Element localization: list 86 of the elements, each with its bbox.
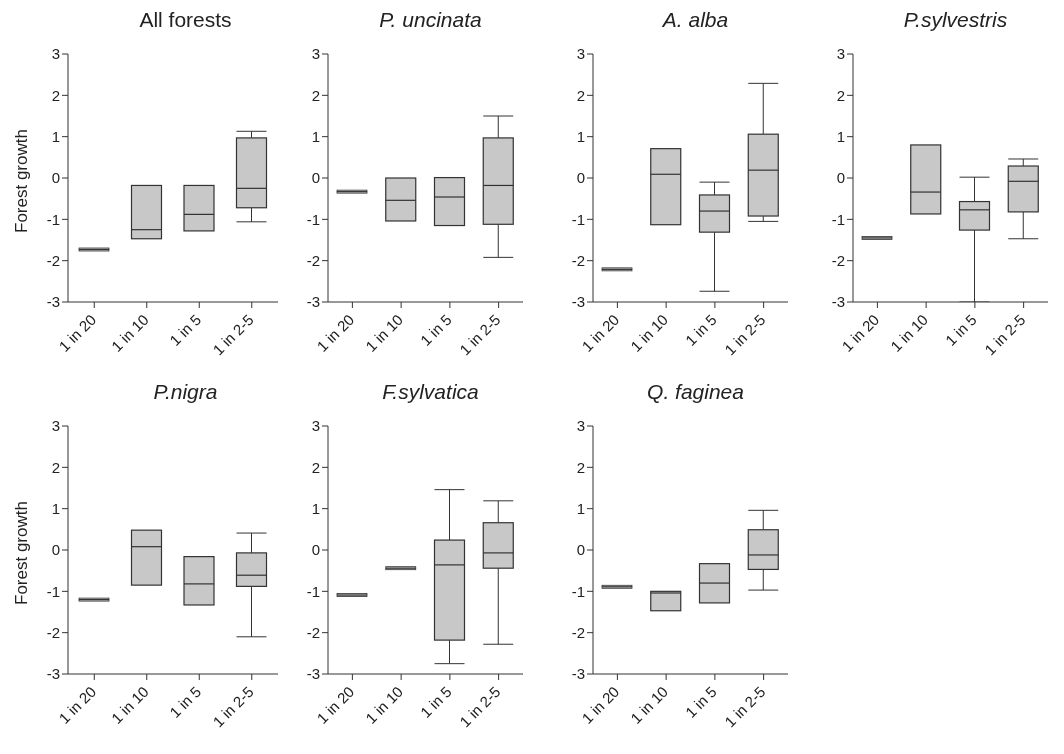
y-tick-label: 3 [311, 417, 320, 435]
y-tick-label: -1 [831, 210, 845, 228]
y-tick-label: 2 [311, 86, 320, 104]
chart-title: P. uncinata [378, 8, 483, 33]
y-tick-label: 1 [576, 127, 585, 145]
y-tick-label: -2 [831, 251, 845, 269]
x-tick-label: 1 in 20 [55, 310, 100, 355]
x-tick-label: 1 in 20 [313, 310, 358, 355]
x-tick-label: 1 in 20 [578, 682, 623, 727]
y-tick-label: -3 [46, 293, 60, 311]
x-tick-label: 1 in 20 [55, 682, 100, 727]
chart-title: A. alba [661, 8, 730, 33]
y-tick-label: 0 [51, 169, 60, 187]
y-tick-label: 1 [51, 499, 60, 517]
y-tick-label: -2 [306, 251, 320, 269]
y-tick-label: 3 [836, 45, 845, 63]
chart-title: P.nigra [152, 380, 219, 405]
y-tick-label: 3 [51, 45, 60, 63]
chart-title: P.sylvestris [902, 8, 1009, 33]
y-tick-label: 0 [836, 169, 845, 187]
y-tick-label: 2 [51, 86, 60, 104]
y-axis-title: Forest growth [12, 129, 32, 233]
y-tick-label: 1 [836, 127, 845, 145]
y-tick-label: -2 [306, 623, 320, 641]
y-tick-label: 3 [576, 417, 585, 435]
x-tick-label: 1 in 10 [627, 682, 672, 727]
y-tick-label: 2 [311, 458, 320, 476]
x-tick-label: 1 in 5 [681, 682, 720, 721]
y-axis-title: Forest growth [12, 501, 32, 605]
x-tick-label: 1 in 5 [416, 682, 455, 721]
y-tick-label: 1 [311, 127, 320, 145]
y-tick-label: -1 [571, 210, 585, 228]
x-tick-label: 1 in 10 [362, 682, 407, 727]
y-tick-label: -3 [571, 665, 585, 683]
x-tick-label: 1 in 10 [107, 310, 152, 355]
y-tick-label: -2 [571, 623, 585, 641]
y-tick-label: 1 [51, 127, 60, 145]
y-tick-label: -2 [571, 251, 585, 269]
y-tick-label: 0 [311, 169, 320, 187]
x-tick-label: 1 in 2-5 [456, 682, 504, 731]
x-tick-label: 1 in 10 [627, 310, 672, 355]
chart-title: Q. faginea [646, 380, 745, 405]
y-tick-label: 2 [51, 458, 60, 476]
y-tick-label: -1 [46, 210, 60, 228]
x-tick-label: 1 in 2-5 [209, 682, 257, 731]
y-tick-label: -3 [306, 665, 320, 683]
y-tick-label: 0 [576, 541, 585, 559]
x-tick-label: 1 in 10 [887, 310, 932, 355]
y-tick-label: 1 [576, 499, 585, 517]
x-tick-label: 1 in 2-5 [456, 310, 504, 359]
x-tick-label: 1 in 2-5 [721, 682, 769, 731]
y-tick-label: -1 [571, 582, 585, 600]
x-tick-label: 1 in 20 [838, 310, 883, 355]
x-tick-label: 1 in 5 [941, 310, 980, 349]
x-tick-label: 1 in 2-5 [721, 310, 769, 359]
x-tick-label: 1 in 2-5 [981, 310, 1029, 359]
y-tick-label: 0 [51, 541, 60, 559]
x-tick-label: 1 in 10 [362, 310, 407, 355]
y-tick-label: 2 [576, 86, 585, 104]
x-tick-label: 1 in 20 [313, 682, 358, 727]
y-tick-label: -3 [306, 293, 320, 311]
x-tick-label: 1 in 10 [107, 682, 152, 727]
y-tick-label: 0 [311, 541, 320, 559]
x-tick-label: 1 in 5 [416, 310, 455, 349]
y-tick-label: 2 [576, 458, 585, 476]
y-tick-label: -2 [46, 623, 60, 641]
y-tick-label: -1 [46, 582, 60, 600]
y-tick-label: -2 [46, 251, 60, 269]
chart-title: F.sylvatica [381, 380, 480, 405]
x-tick-label: 1 in 5 [166, 682, 205, 721]
x-tick-label: 1 in 5 [166, 310, 205, 349]
y-tick-label: -3 [46, 665, 60, 683]
y-tick-label: 0 [576, 169, 585, 187]
y-tick-label: 2 [836, 86, 845, 104]
y-tick-label: 3 [576, 45, 585, 63]
y-tick-label: -3 [571, 293, 585, 311]
x-tick-label: 1 in 20 [578, 310, 623, 355]
y-tick-label: -1 [306, 210, 320, 228]
y-tick-label: 3 [51, 417, 60, 435]
y-tick-label: 3 [311, 45, 320, 63]
y-tick-label: 1 [311, 499, 320, 517]
chart-title: All forests [138, 8, 233, 33]
x-tick-label: 1 in 2-5 [209, 310, 257, 359]
x-tick-label: 1 in 5 [681, 310, 720, 349]
y-tick-label: -1 [306, 582, 320, 600]
y-tick-label: -3 [831, 293, 845, 311]
